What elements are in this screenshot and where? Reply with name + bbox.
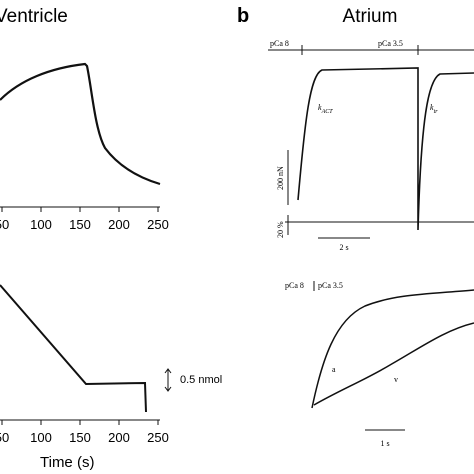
label: pCa 8: [270, 39, 289, 48]
x-label: Time (s): [40, 454, 94, 471]
x-tick-label: 200: [108, 217, 130, 232]
x-tick-label: 200: [108, 430, 130, 445]
label: pCa 3.5: [318, 281, 343, 290]
trace: [313, 322, 474, 406]
label: 200 nN: [276, 166, 285, 190]
label: pCa 3.5: [378, 39, 403, 48]
trace: [0, 284, 147, 413]
x-tick-label: 100: [30, 217, 52, 232]
label: a: [332, 365, 336, 374]
x-tick-label: 150: [69, 217, 91, 232]
x-tick-label: 250: [147, 430, 169, 445]
trace: [297, 67, 474, 231]
panel-title: Atrium: [343, 6, 398, 27]
x-tick-label: 50: [0, 217, 9, 232]
x-tick-label: 50: [0, 430, 9, 445]
label: kACT: [318, 103, 333, 115]
label: ktr: [430, 103, 438, 115]
label: pCa 8: [285, 281, 304, 290]
label: v: [394, 375, 398, 384]
trace: [0, 62, 161, 186]
scale-label: 0.5 nmol: [180, 374, 222, 386]
x-tick-label: 250: [147, 217, 169, 232]
panel-letter: b: [237, 5, 249, 27]
x-tick-label: 100: [30, 430, 52, 445]
label: 1 s: [380, 439, 389, 448]
x-tick-label: 150: [69, 430, 91, 445]
label: 2 s: [339, 243, 348, 252]
arrow-head: [164, 368, 172, 392]
trace: [311, 289, 474, 409]
label: 20 %: [276, 221, 285, 238]
panel-title: Ventricle: [0, 6, 68, 27]
